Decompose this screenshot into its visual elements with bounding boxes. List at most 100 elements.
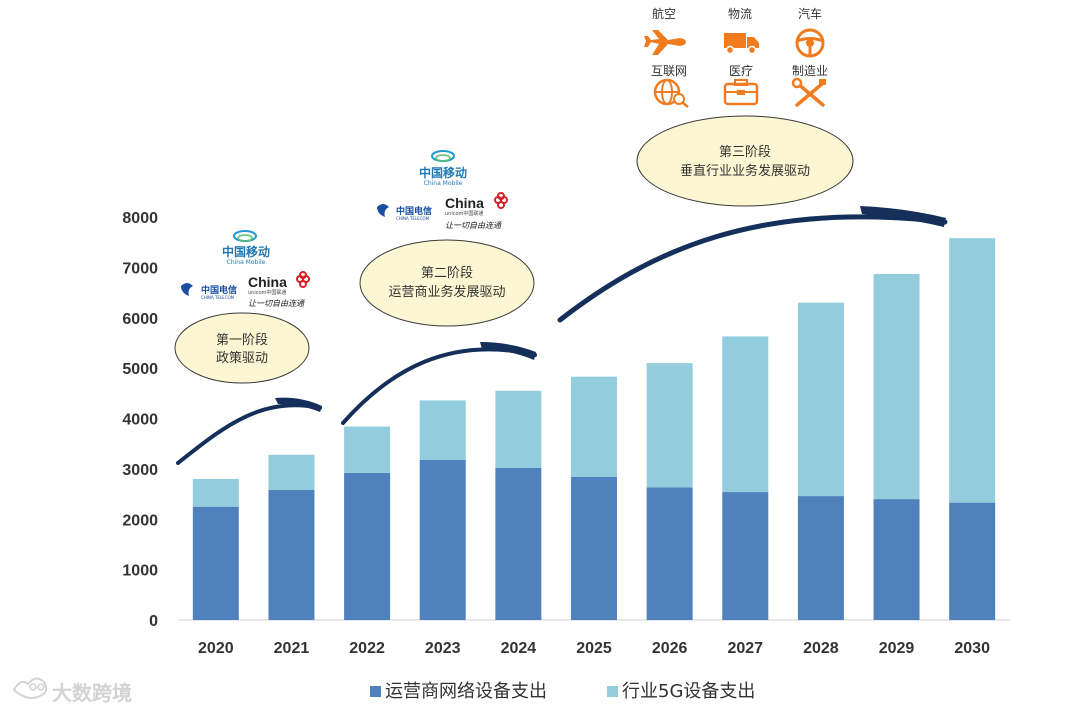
svg-text:unicom中国联通: unicom中国联通 bbox=[248, 289, 286, 296]
industry-label-logistics: 物流 bbox=[728, 7, 752, 21]
x-tick-label: 2029 bbox=[879, 640, 915, 657]
stage-1-title: 第一阶段 bbox=[216, 333, 268, 348]
stage-3-arrow bbox=[557, 214, 948, 323]
bar-industry-2027 bbox=[722, 336, 769, 493]
bar-operator-2030 bbox=[949, 502, 996, 620]
bar-industry-2025 bbox=[571, 376, 617, 477]
stage-1-desc: 政策驱动 bbox=[216, 350, 268, 366]
svg-text:unicom中国联通: unicom中国联通 bbox=[445, 210, 483, 217]
svg-text:China Mobile: China Mobile bbox=[424, 180, 463, 187]
industry-label-medical: 医疗 bbox=[729, 64, 753, 78]
stage-2-arrow-head bbox=[480, 342, 536, 360]
bar-industry-2026 bbox=[646, 363, 693, 488]
stage-3-bubble: 第三阶段 垂直行业业务发展驱动 bbox=[636, 115, 854, 207]
china-unicom-logo: China unicom中国联通 让一切自由连通 bbox=[445, 192, 508, 230]
y-tick-label: 4000 bbox=[122, 412, 158, 429]
y-axis: 0 1000 2000 3000 4000 5000 6000 7000 8000 bbox=[122, 210, 158, 630]
x-tick-label: 2020 bbox=[198, 640, 234, 657]
industry-icons: 航空 物流 汽车 互联网 医疗 制造业 bbox=[644, 6, 828, 108]
y-tick-label: 7000 bbox=[122, 260, 158, 277]
y-tick-label: 1000 bbox=[122, 563, 158, 580]
x-tick-label: 2030 bbox=[954, 640, 990, 657]
x-tick-label: 2023 bbox=[425, 640, 461, 657]
bar-operator-2024 bbox=[495, 467, 542, 620]
operator-logos-stage-2: 中国移动 China Mobile 中国电信 CHINA TELECOM Chi… bbox=[377, 142, 508, 230]
svg-text:让一切自由连通: 让一切自由连通 bbox=[445, 221, 502, 230]
bar-operator-2023 bbox=[419, 459, 466, 620]
x-tick-label: 2021 bbox=[274, 640, 310, 657]
svg-text:China: China bbox=[248, 274, 287, 290]
china-telecom-logo: 中国电信 CHINA TELECOM bbox=[181, 283, 237, 300]
y-tick-label: 5000 bbox=[122, 361, 158, 378]
stage-1-arrow bbox=[176, 403, 322, 465]
x-tick-label: 2024 bbox=[501, 640, 537, 657]
svg-text:CHINA TELECOM: CHINA TELECOM bbox=[396, 216, 430, 221]
stage-2-desc: 运营商业务发展驱动 bbox=[388, 284, 505, 300]
truck-icon bbox=[724, 33, 759, 55]
stage-3-title: 第三阶段 bbox=[719, 145, 771, 160]
tools-icon bbox=[791, 77, 826, 107]
bar-operator-2020 bbox=[192, 506, 239, 620]
svg-text:中国移动: 中国移动 bbox=[222, 244, 270, 259]
legend: 运营商网络设备支出 行业5G设备支出 bbox=[370, 681, 755, 702]
svg-text:China: China bbox=[445, 195, 484, 211]
china-mobile-logo: 中国移动 China Mobile bbox=[214, 222, 278, 270]
svg-text:CHINA TELECOM: CHINA TELECOM bbox=[201, 295, 235, 300]
bar-industry-2023 bbox=[419, 400, 466, 460]
x-tick-label: 2026 bbox=[652, 640, 688, 657]
x-tick-label: 2025 bbox=[576, 640, 612, 657]
stage-2-title: 第二阶段 bbox=[421, 266, 473, 281]
svg-text:中国电信: 中国电信 bbox=[396, 205, 432, 217]
bar-operator-2026 bbox=[646, 487, 693, 620]
svg-text:China Mobile: China Mobile bbox=[227, 259, 266, 266]
y-tick-label: 0 bbox=[149, 613, 158, 630]
legend-swatch-operator bbox=[370, 686, 381, 697]
svg-text:中国移动: 中国移动 bbox=[419, 165, 467, 180]
bar-operator-2021 bbox=[268, 490, 315, 620]
bar-industry-2029 bbox=[873, 273, 920, 500]
bar-industry-2022 bbox=[344, 426, 391, 473]
steering-wheel-icon bbox=[795, 28, 825, 58]
bar-operator-2025 bbox=[571, 476, 617, 620]
medical-kit-icon bbox=[723, 79, 759, 106]
x-tick-label: 2027 bbox=[727, 640, 763, 657]
svg-text:中国电信: 中国电信 bbox=[201, 284, 237, 296]
watermark: 大数跨境 bbox=[12, 677, 132, 705]
stage-3-desc: 垂直行业业务发展驱动 bbox=[680, 163, 810, 179]
airplane-icon bbox=[644, 30, 686, 55]
y-tick-label: 2000 bbox=[122, 512, 158, 529]
stage-1-arrow-head bbox=[275, 397, 322, 412]
stage-3-arrow-head bbox=[860, 206, 946, 227]
industry-label-auto: 汽车 bbox=[798, 6, 822, 21]
watermark-text: 大数跨境 bbox=[52, 681, 132, 705]
bars-group bbox=[192, 238, 996, 620]
stage-2-bubble: 第二阶段 运营商业务发展驱动 bbox=[359, 239, 535, 327]
y-tick-label: 8000 bbox=[122, 210, 158, 227]
x-axis: 2020 2021 2022 2023 2024 2025 2026 2027 2028 2029… bbox=[198, 640, 990, 657]
china-mobile-logo: 中国移动 China Mobile bbox=[410, 142, 476, 190]
y-tick-label: 6000 bbox=[122, 311, 158, 328]
stage-1-bubble: 第一阶段 政策驱动 bbox=[174, 312, 310, 384]
legend-swatch-industry bbox=[607, 686, 618, 697]
bar-industry-2030 bbox=[949, 238, 996, 503]
industry-label-manufacturing: 制造业 bbox=[792, 64, 828, 78]
china-unicom-logo: China unicom中国联通 让一切自由连通 bbox=[248, 271, 310, 308]
operator-logos-stage-1: 中国移动 China Mobile 中国电信 CHINA TELECOM Chi… bbox=[181, 222, 310, 308]
bar-industry-2024 bbox=[495, 390, 542, 468]
bar-operator-2022 bbox=[344, 472, 391, 620]
x-tick-label: 2022 bbox=[349, 640, 385, 657]
industry-label-internet: 互联网 bbox=[651, 64, 687, 78]
bar-industry-2021 bbox=[268, 454, 315, 491]
legend-label-industry: 行业5G设备支出 bbox=[622, 681, 755, 702]
bar-operator-2028 bbox=[797, 496, 844, 620]
x-tick-label: 2028 bbox=[803, 640, 839, 657]
y-tick-label: 3000 bbox=[122, 462, 158, 479]
svg-text:让一切自由连通: 让一切自由连通 bbox=[248, 299, 305, 308]
bar-industry-2028 bbox=[797, 302, 844, 497]
bar-operator-2027 bbox=[722, 492, 769, 620]
globe-icon bbox=[653, 78, 689, 108]
industry-label-aviation: 航空 bbox=[652, 6, 676, 21]
legend-label-operator: 运营商网络设备支出 bbox=[385, 681, 547, 702]
bar-industry-2020 bbox=[192, 478, 239, 507]
